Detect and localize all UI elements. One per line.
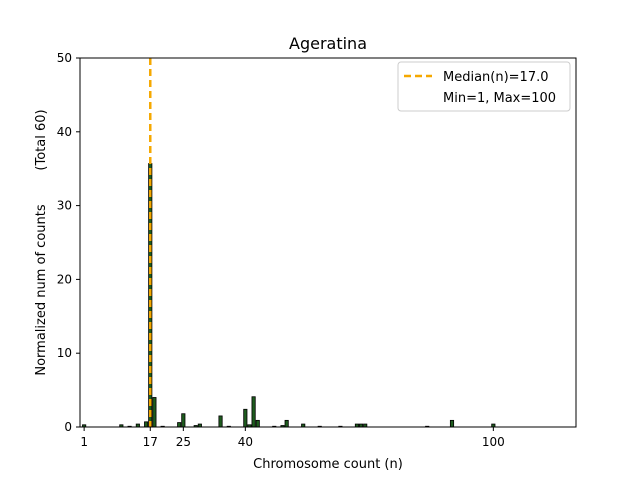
x-tick-label: 17 (143, 435, 158, 449)
histogram-bar (177, 422, 182, 428)
legend: Median(n)=17.0 Min=1, Max=100 (397, 61, 571, 112)
x-axis-label: Chromosome count (n) (253, 457, 403, 472)
plot-frame (79, 57, 577, 428)
y-axis-label: Normalized num of counts (34, 204, 49, 375)
histogram-bar (144, 421, 149, 428)
histogram-bar (255, 419, 260, 428)
y-axis-label-total: (Total 60) (34, 109, 49, 170)
histogram-bar (243, 408, 248, 428)
x-tick-label: 1 (80, 435, 88, 449)
x-tick-label: 25 (176, 435, 191, 449)
x-tick-label: 100 (482, 435, 505, 449)
histogram-bar (181, 413, 186, 428)
y-tick-label: 30 (57, 199, 72, 213)
x-tick-label: 40 (238, 435, 253, 449)
y-tick-label: 50 (57, 51, 72, 65)
legend-entry-range: Min=1, Max=100 (443, 91, 556, 106)
histogram-bar (284, 419, 289, 428)
y-tick-label: 40 (57, 125, 72, 139)
legend-box (397, 61, 571, 112)
chart-title: Ageratina (289, 34, 367, 53)
y-tick-label: 20 (57, 272, 72, 286)
axes-group: 1 17 25 40 100 0 10 20 30 40 50 (57, 51, 577, 449)
histogram-bar (218, 415, 223, 428)
y-tick-label: 0 (64, 420, 72, 434)
histogram-bar (152, 397, 157, 428)
histogram-bar (449, 419, 455, 428)
histogram-bar (251, 396, 256, 428)
y-tick-label: 10 (57, 346, 72, 360)
legend-entry-median: Median(n)=17.0 (443, 70, 549, 85)
